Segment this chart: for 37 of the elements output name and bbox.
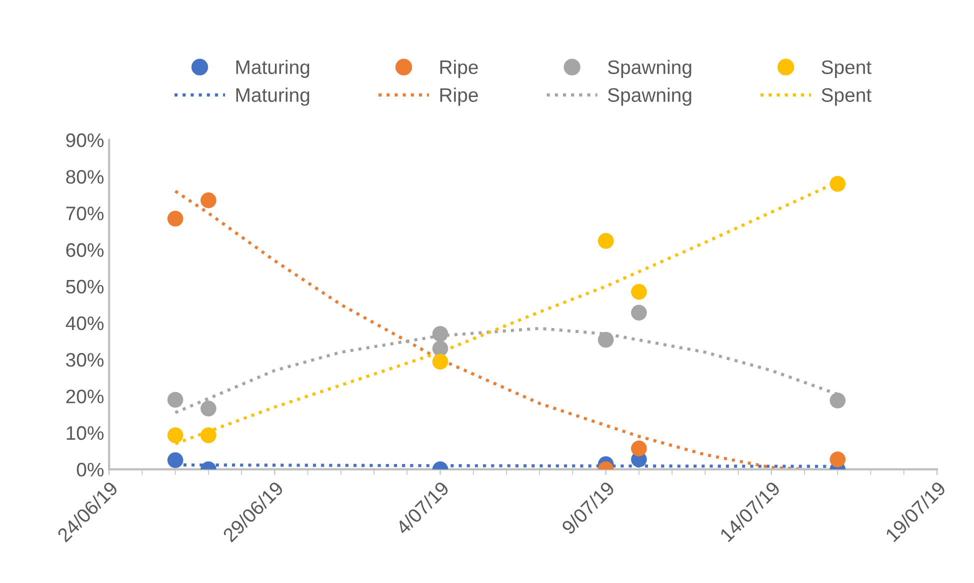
point <box>167 392 184 408</box>
point <box>598 332 614 348</box>
y-tick-label: 80% <box>66 170 104 184</box>
point <box>830 176 846 192</box>
y-tick-label: 90% <box>66 133 104 148</box>
y-tick-label: 10% <box>66 426 104 440</box>
point <box>598 233 614 249</box>
legend-label: Spawning <box>608 88 692 106</box>
legend-label: Ripe <box>440 60 478 78</box>
legend-label: Spent <box>822 60 872 78</box>
point <box>167 452 184 468</box>
point <box>432 354 448 370</box>
point <box>432 326 448 342</box>
y-tick-label: 70% <box>66 206 104 220</box>
y-tick-label: 30% <box>66 352 104 367</box>
point <box>830 392 846 408</box>
y-tick-label: 40% <box>66 316 104 330</box>
point <box>631 304 647 321</box>
point <box>631 284 647 300</box>
point <box>200 427 216 444</box>
legend-label: Spawning <box>608 60 692 78</box>
y-tick-label: 50% <box>66 280 104 294</box>
point <box>200 400 216 416</box>
point <box>167 427 184 444</box>
legend-label: Maturing <box>236 60 310 78</box>
legend-label: Spent <box>822 88 872 106</box>
legend-label: Ripe <box>440 88 478 106</box>
point <box>167 210 184 227</box>
y-tick-label: 60% <box>66 243 104 257</box>
y-tick-label: 0% <box>76 462 104 477</box>
line-series <box>174 190 806 470</box>
point <box>200 192 216 208</box>
y-tick-label: 20% <box>66 390 104 404</box>
point <box>432 340 448 356</box>
point <box>631 440 647 456</box>
point <box>830 452 846 468</box>
legend-label: Maturing <box>236 88 310 106</box>
